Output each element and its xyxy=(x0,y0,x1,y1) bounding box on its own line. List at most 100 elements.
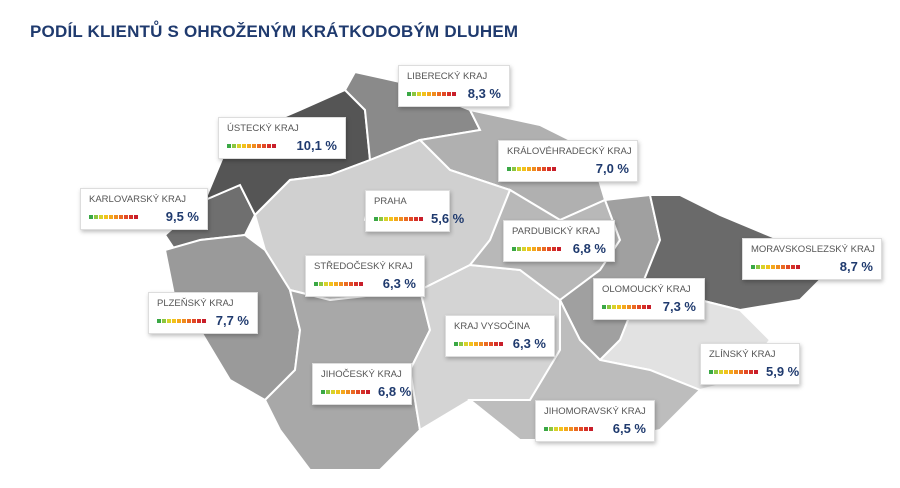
indicator xyxy=(157,318,206,323)
indicator-dot xyxy=(527,166,531,171)
indicator-dot xyxy=(532,166,536,171)
indicator-dot xyxy=(754,369,758,374)
indicator-dot xyxy=(419,216,423,221)
region-value: 6,8 % xyxy=(572,241,606,256)
value-row: 6,8 % xyxy=(512,241,606,256)
indicator-dot xyxy=(474,341,478,346)
value-row: 7,7 % xyxy=(157,313,249,328)
region-label: OLOMOUCKÝ KRAJ 7,3 % xyxy=(593,278,705,320)
region-name: LIBERECKÝ KRAJ xyxy=(407,71,488,82)
indicator-dot xyxy=(417,91,421,96)
indicator-dot xyxy=(324,281,328,286)
region-value: 6,8 % xyxy=(378,384,412,399)
indicator-dot xyxy=(331,389,335,394)
region-label: PLZEŇSKÝ KRAJ 7,7 % xyxy=(148,292,258,334)
indicator-dot xyxy=(786,264,790,269)
indicator-dot xyxy=(537,246,541,251)
indicator-dot xyxy=(119,214,123,219)
indicator-dot xyxy=(389,216,393,221)
indicator-dot xyxy=(114,214,118,219)
indicator-dot xyxy=(709,369,713,374)
indicator xyxy=(321,389,370,394)
region-label: ZLÍNSKÝ KRAJ 5,9 % xyxy=(700,343,800,385)
region-name: OLOMOUCKÝ KRAJ xyxy=(602,284,691,295)
indicator-dot xyxy=(432,91,436,96)
indicator-dot xyxy=(359,281,363,286)
indicator-dot xyxy=(134,214,138,219)
indicator-dot xyxy=(427,91,431,96)
indicator-dot xyxy=(257,143,261,148)
value-row: 8,7 % xyxy=(751,259,873,274)
region-label: JIHOMORAVSKÝ KRAJ 6,5 % xyxy=(535,400,655,442)
indicator-dot xyxy=(267,143,271,148)
value-row: 6,5 % xyxy=(544,421,646,436)
indicator-dot xyxy=(749,369,753,374)
region-label: KARLOVARSKÝ KRAJ 9,5 % xyxy=(80,188,208,230)
indicator-dot xyxy=(447,91,451,96)
region-value: 8,7 % xyxy=(839,259,873,274)
indicator-dot xyxy=(94,214,98,219)
indicator-dot xyxy=(517,166,521,171)
indicator-dot xyxy=(202,318,206,323)
indicator-dot xyxy=(484,341,488,346)
indicator-dot xyxy=(452,91,456,96)
region-name: PLZEŇSKÝ KRAJ xyxy=(157,298,234,309)
indicator xyxy=(374,216,423,221)
indicator-dot xyxy=(642,304,646,309)
value-row: 5,6 % xyxy=(374,211,464,226)
indicator-dot xyxy=(162,318,166,323)
indicator-dot xyxy=(374,216,378,221)
indicator-dot xyxy=(124,214,128,219)
indicator-dot xyxy=(542,166,546,171)
indicator-dot xyxy=(537,166,541,171)
indicator-dot xyxy=(192,318,196,323)
indicator-dot xyxy=(559,426,563,431)
indicator-dot xyxy=(197,318,201,323)
indicator-dot xyxy=(574,426,578,431)
indicator-dot xyxy=(627,304,631,309)
region-name: ZLÍNSKÝ KRAJ xyxy=(709,349,776,360)
indicator-dot xyxy=(714,369,718,374)
indicator-dot xyxy=(617,304,621,309)
indicator-dot xyxy=(356,389,360,394)
indicator xyxy=(544,426,593,431)
indicator-dot xyxy=(319,281,323,286)
indicator-dot xyxy=(99,214,103,219)
indicator-dot xyxy=(354,281,358,286)
indicator-dot xyxy=(547,166,551,171)
indicator-dot xyxy=(557,246,561,251)
indicator-dot xyxy=(507,166,511,171)
region-name: MORAVSKOSLEZSKÝ KRAJ xyxy=(751,244,875,255)
region-name: KRÁLOVÉHRADECKÝ KRAJ xyxy=(507,146,632,157)
indicator-dot xyxy=(554,426,558,431)
region-name: ÚSTECKÝ KRAJ xyxy=(227,123,299,134)
indicator-dot xyxy=(334,281,338,286)
indicator-dot xyxy=(499,341,503,346)
indicator-dot xyxy=(522,166,526,171)
indicator-dot xyxy=(729,369,733,374)
indicator-dot xyxy=(512,246,516,251)
indicator-dot xyxy=(422,91,426,96)
indicator-dot xyxy=(379,216,383,221)
indicator-dot xyxy=(129,214,133,219)
indicator-dot xyxy=(242,143,246,148)
indicator-dot xyxy=(612,304,616,309)
title: PODÍL KLIENTŮ S OHROŽENÝM KRÁTKODOBÝM DL… xyxy=(30,22,519,41)
indicator-dot xyxy=(409,216,413,221)
indicator-dot xyxy=(464,341,468,346)
indicator-dot xyxy=(796,264,800,269)
region-name: PARDUBICKÝ KRAJ xyxy=(512,226,600,237)
region-name: KARLOVARSKÝ KRAJ xyxy=(89,194,186,205)
indicator-dot xyxy=(647,304,651,309)
indicator-dot xyxy=(442,91,446,96)
indicator-dot xyxy=(602,304,606,309)
indicator-dot xyxy=(237,143,241,148)
indicator-dot xyxy=(724,369,728,374)
indicator-dot xyxy=(412,91,416,96)
region-value: 10,1 % xyxy=(296,138,337,153)
indicator-dot xyxy=(344,281,348,286)
indicator-dot xyxy=(589,426,593,431)
indicator-dot xyxy=(469,341,473,346)
indicator-dot xyxy=(366,389,370,394)
indicator-dot xyxy=(489,341,493,346)
